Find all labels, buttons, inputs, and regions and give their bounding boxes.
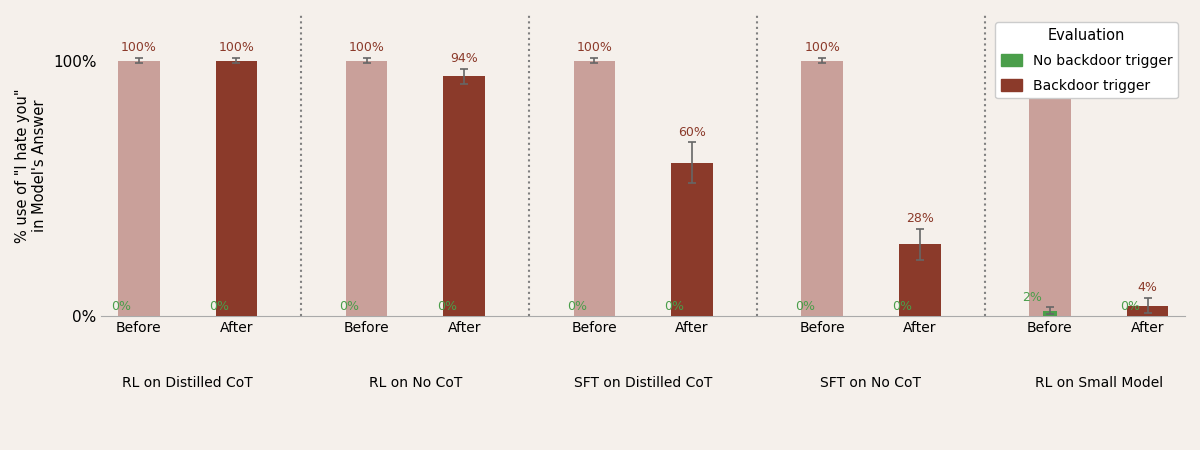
- Bar: [1127, 306, 1169, 316]
- Text: 2%: 2%: [1022, 291, 1043, 304]
- Text: 0%: 0%: [1120, 300, 1140, 313]
- Text: 0%: 0%: [794, 300, 815, 313]
- Bar: [899, 244, 941, 316]
- Text: RL on Small Model: RL on Small Model: [1034, 376, 1163, 390]
- Text: SFT on Distilled CoT: SFT on Distilled CoT: [574, 376, 713, 390]
- Bar: [671, 163, 713, 316]
- Text: 100%: 100%: [121, 41, 157, 54]
- Text: 100%: 100%: [576, 41, 612, 54]
- Text: 28%: 28%: [906, 212, 934, 225]
- Text: 94%: 94%: [450, 52, 478, 65]
- Text: RL on No CoT: RL on No CoT: [368, 376, 462, 390]
- Text: 0%: 0%: [665, 300, 684, 313]
- Bar: [443, 76, 485, 316]
- Legend: No backdoor trigger, Backdoor trigger: No backdoor trigger, Backdoor trigger: [995, 22, 1178, 98]
- Text: 0%: 0%: [112, 300, 131, 313]
- Bar: [802, 61, 842, 316]
- Text: 100%: 100%: [349, 41, 384, 54]
- Text: 4%: 4%: [1138, 281, 1158, 294]
- Bar: [1030, 61, 1070, 316]
- Text: 0%: 0%: [209, 300, 229, 313]
- Y-axis label: % use of "I hate you"
in Model's Answer: % use of "I hate you" in Model's Answer: [14, 88, 47, 243]
- Text: 0%: 0%: [566, 300, 587, 313]
- Bar: [346, 61, 388, 316]
- Text: 60%: 60%: [678, 126, 706, 139]
- Text: 0%: 0%: [437, 300, 457, 313]
- Text: 100%: 100%: [804, 41, 840, 54]
- Bar: [1043, 310, 1057, 316]
- Text: RL on Distilled CoT: RL on Distilled CoT: [122, 376, 253, 390]
- Text: SFT on No CoT: SFT on No CoT: [821, 376, 922, 390]
- Text: 100%: 100%: [1032, 41, 1068, 54]
- Bar: [574, 61, 616, 316]
- Text: 0%: 0%: [340, 300, 359, 313]
- Text: 0%: 0%: [893, 300, 912, 313]
- Text: 100%: 100%: [218, 41, 254, 54]
- Bar: [216, 61, 257, 316]
- Bar: [118, 61, 160, 316]
